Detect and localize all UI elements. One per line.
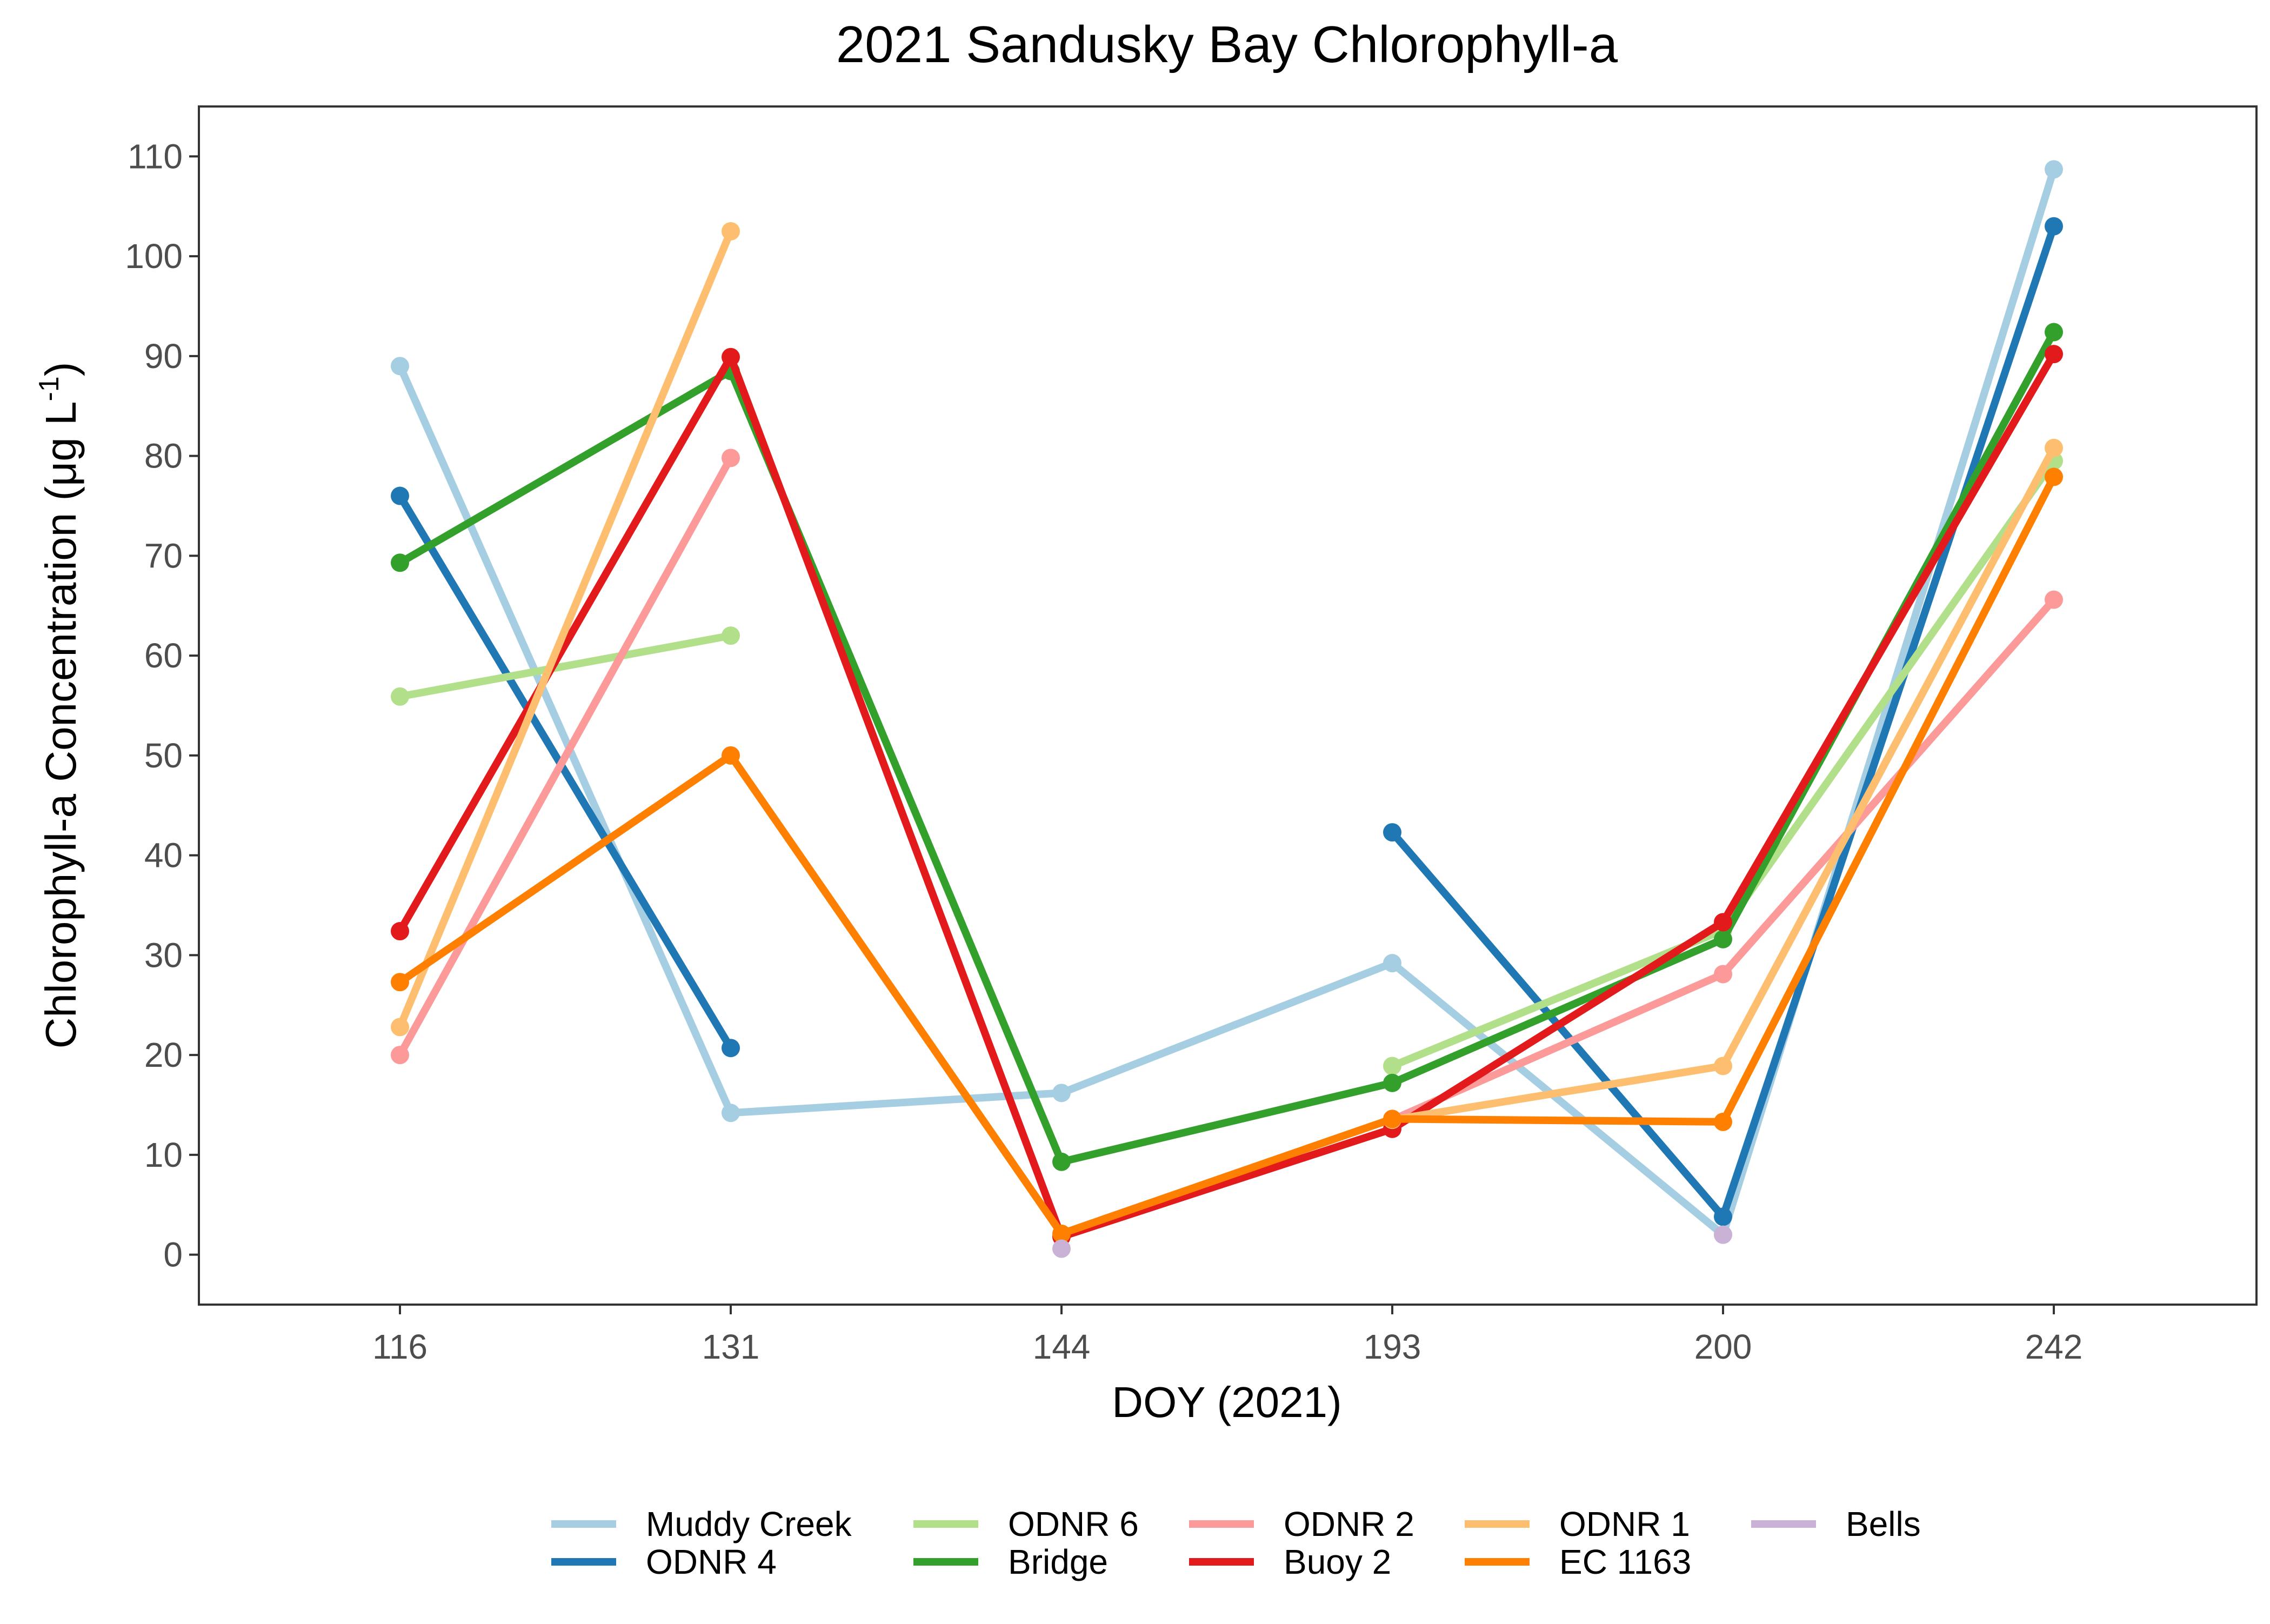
data-point xyxy=(1383,1057,1401,1075)
legend: Muddy Creek ODNR 6 ODNR 2 ODNR 1 Bells ODNR 4… xyxy=(551,1505,1921,1581)
x-axis: 116 131 144 193 200 242 xyxy=(372,1305,2082,1366)
legend-item-muddy-creek: Muddy Creek xyxy=(551,1505,852,1543)
data-point xyxy=(391,553,409,572)
data-point xyxy=(391,357,409,376)
data-point xyxy=(1714,1057,1732,1075)
y-tick-label: 100 xyxy=(125,237,183,276)
data-point xyxy=(1052,1152,1071,1171)
y-tick-label: 80 xyxy=(144,437,183,476)
y-axis-label-close: ) xyxy=(37,362,85,377)
data-point xyxy=(391,1018,409,1037)
data-point xyxy=(722,222,740,240)
series-line xyxy=(396,492,735,1052)
series-line xyxy=(396,454,735,1059)
x-tick-label: 193 xyxy=(1364,1327,1421,1366)
legend-item-odnr-6: ODNR 6 xyxy=(913,1505,1139,1543)
y-axis: 0 10 20 30 40 50 60 70 80 90 100 110 xyxy=(125,137,199,1274)
y-axis-label-superscript: -1 xyxy=(34,376,65,401)
legend-label: ODNR 1 xyxy=(1559,1505,1690,1543)
series-ec-1163 xyxy=(391,467,2063,1243)
x-tick-label: 131 xyxy=(702,1327,760,1366)
series-odnr-4 xyxy=(391,217,2063,1226)
data-point xyxy=(2045,590,2063,609)
data-point xyxy=(722,449,740,467)
data-point xyxy=(1383,954,1401,973)
y-tick-label: 110 xyxy=(128,137,183,176)
data-point xyxy=(391,973,409,992)
data-point xyxy=(2045,160,2063,179)
data-point xyxy=(1052,1224,1071,1243)
legend-item-bells: Bells xyxy=(1751,1505,1921,1543)
data-point xyxy=(722,347,740,366)
series-line xyxy=(396,227,735,1031)
y-axis-label: Chlorophyll-a Concentration (μg L-1) xyxy=(34,362,85,1049)
x-tick-label: 200 xyxy=(1694,1327,1752,1366)
y-tick-label: 70 xyxy=(144,536,183,575)
data-point xyxy=(722,626,740,645)
legend-label: EC 1163 xyxy=(1559,1542,1691,1581)
y-tick-label: 60 xyxy=(144,636,183,675)
data-point xyxy=(722,746,740,765)
series-line xyxy=(396,632,735,700)
y-tick-label: 0 xyxy=(163,1235,183,1274)
data-point xyxy=(391,687,409,706)
data-point xyxy=(391,922,409,941)
x-axis-label: DOY (2021) xyxy=(1112,1378,1341,1426)
legend-item-odnr-1: ODNR 1 xyxy=(1465,1505,1690,1543)
legend-label: Muddy Creek xyxy=(646,1505,852,1543)
legend-label: Buoy 2 xyxy=(1284,1542,1391,1581)
data-point xyxy=(722,1039,740,1058)
legend-label: ODNR 6 xyxy=(1008,1505,1139,1543)
y-tick-label: 50 xyxy=(144,736,183,775)
data-point xyxy=(1714,1112,1732,1131)
data-point xyxy=(391,1046,409,1065)
legend-item-ec-1163: EC 1163 xyxy=(1465,1542,1691,1581)
data-point xyxy=(1714,965,1732,984)
plot-panel-border xyxy=(198,105,2258,1306)
data-point xyxy=(1714,1225,1732,1244)
data-point xyxy=(2045,438,2063,457)
chart-title: 2021 Sandusky Bay Chlorophyll-a xyxy=(836,16,1618,73)
x-tick-label: 144 xyxy=(1033,1327,1091,1366)
y-tick-label: 30 xyxy=(144,935,183,974)
legend-label: Bridge xyxy=(1008,1542,1108,1581)
data-point xyxy=(391,486,409,505)
series-bells xyxy=(1052,1225,1732,1258)
legend-item-odnr-2: ODNR 2 xyxy=(1189,1505,1414,1543)
data-point xyxy=(1383,1073,1401,1092)
data-point xyxy=(1714,1207,1732,1226)
x-tick-label: 242 xyxy=(2025,1327,2083,1366)
data-point xyxy=(1383,1110,1401,1128)
legend-item-odnr-4: ODNR 4 xyxy=(551,1542,777,1581)
data-point xyxy=(2045,217,2063,236)
y-tick-label: 10 xyxy=(144,1135,183,1174)
y-tick-label: 20 xyxy=(144,1035,183,1074)
legend-item-bridge: Bridge xyxy=(913,1542,1108,1581)
data-point xyxy=(2045,467,2063,486)
plot-area xyxy=(391,160,2063,1258)
series-line xyxy=(396,328,2058,1166)
data-point xyxy=(1052,1084,1071,1102)
y-tick-label: 90 xyxy=(144,337,183,376)
data-point xyxy=(2045,323,2063,342)
legend-label: Bells xyxy=(1846,1505,1921,1543)
legend-item-buoy-2: Buoy 2 xyxy=(1189,1542,1391,1581)
data-point xyxy=(1052,1239,1071,1258)
data-point xyxy=(1383,823,1401,842)
legend-label: ODNR 4 xyxy=(646,1542,777,1581)
data-point xyxy=(1714,930,1732,948)
data-point xyxy=(2045,345,2063,364)
x-tick-label: 116 xyxy=(372,1327,428,1366)
legend-label: ODNR 2 xyxy=(1284,1505,1414,1543)
data-point xyxy=(722,1104,740,1122)
series-line xyxy=(396,473,2058,1238)
y-axis-label-main: Chlorophyll-a Concentration (μg L xyxy=(37,402,85,1049)
y-tick-label: 40 xyxy=(144,836,183,875)
series-line xyxy=(396,350,2058,1241)
data-point xyxy=(1714,913,1732,932)
